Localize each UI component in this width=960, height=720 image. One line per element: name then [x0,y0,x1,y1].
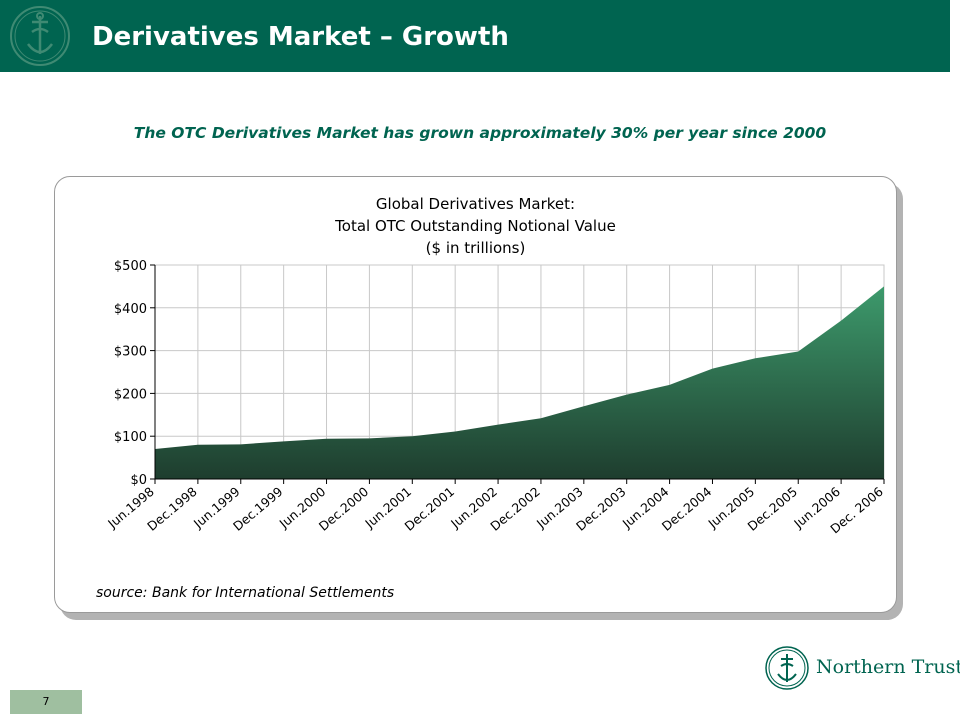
y-tick-label: $100 [114,430,147,445]
y-tick-label: $200 [114,387,147,402]
page-title: Derivatives Market – Growth [92,22,509,52]
chart-subtitle: The OTC Derivatives Market has grown app… [133,124,827,142]
y-tick-label: $500 [114,259,147,274]
page-number: 7 [10,690,82,714]
chart-title-line-3: ($ in trillions) [425,239,526,257]
northern-trust-seal-icon [8,4,72,68]
y-tick-label: $400 [114,302,147,317]
source-note: source: Bank for International Settlemen… [96,585,395,601]
y-tick-label: $300 [114,345,147,360]
chart-title-line-1: Global Derivatives Market: [375,195,576,213]
brand-name: Northern Trust [816,656,960,678]
chart-title-line-2: Total OTC Outstanding Notional Value [335,217,616,235]
header-bar: Derivatives Market – Growth [0,0,950,72]
y-tick-label: $0 [130,473,147,488]
northern-trust-logo-icon [764,645,810,691]
area-series [155,286,884,479]
